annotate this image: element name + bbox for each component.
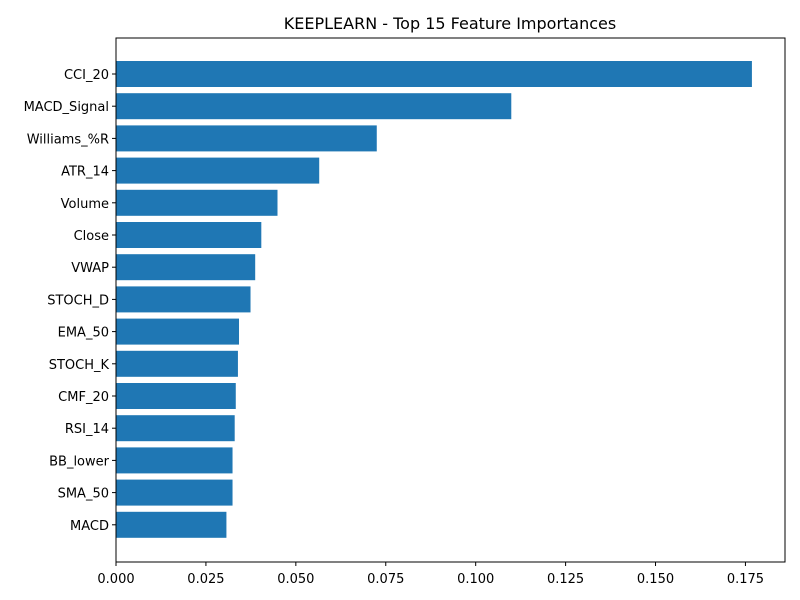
y-tick-label: Close (74, 229, 109, 244)
y-tick-label: Volume (61, 197, 109, 212)
bar-rsi-14 (116, 415, 235, 442)
y-tick-label: EMA_50 (58, 326, 109, 341)
plot-frame (115, 37, 786, 563)
y-tick-label: BB_lower (49, 454, 110, 469)
x-tick-label: 0.025 (187, 572, 224, 587)
y-tick-label: STOCH_D (47, 293, 109, 308)
y-tick-label: MACD (70, 519, 109, 534)
bar-stoch-d (116, 286, 251, 313)
bar-williams-r (116, 125, 377, 152)
y-tick-label: ATR_14 (61, 165, 109, 180)
y-tick-label: CMF_20 (58, 390, 109, 405)
bar-ema-50 (116, 318, 240, 345)
y-tick-label: STOCH_K (49, 358, 110, 373)
chart-title: KEEPLEARN - Top 15 Feature Importances (284, 14, 616, 33)
x-tick-label: 0.175 (727, 572, 764, 587)
bar-close (116, 222, 262, 248)
x-tick-label: 0.150 (637, 572, 674, 587)
bar-vwap (116, 254, 256, 281)
y-tick-label: SMA_50 (58, 487, 109, 502)
bar-macd (116, 511, 227, 538)
y-tick-label: MACD_Signal (24, 100, 109, 115)
y-tick-label: RSI_14 (65, 422, 109, 437)
y-tick-labels: CCI_20 MACD_Signal Williams_%R ATR_14 Volume… (24, 68, 116, 534)
bar-atr-14 (116, 157, 320, 184)
x-tick-label: 0.100 (457, 572, 494, 587)
y-tick-label: Williams_%R (27, 132, 109, 147)
bar-volume (116, 189, 278, 216)
y-tick-label: CCI_20 (64, 68, 109, 83)
bar-cci-20 (116, 61, 752, 87)
x-tick-label: 0.125 (547, 572, 584, 587)
x-tick-label: 0.000 (97, 572, 134, 587)
bar-bb-lower (116, 447, 233, 474)
x-tick-label: 0.075 (367, 572, 404, 587)
bar-macd-signal (116, 93, 512, 120)
x-ticks: 0.000 0.025 0.050 0.075 0.100 0.125 0.150 0.175 (97, 562, 764, 587)
y-tick-label: VWAP (71, 261, 109, 276)
x-tick-label: 0.050 (277, 572, 314, 587)
bar-sma-50 (116, 479, 233, 506)
bar-cmf-20 (116, 383, 236, 409)
bar-stoch-k (116, 350, 238, 377)
bars-layer (116, 61, 752, 538)
